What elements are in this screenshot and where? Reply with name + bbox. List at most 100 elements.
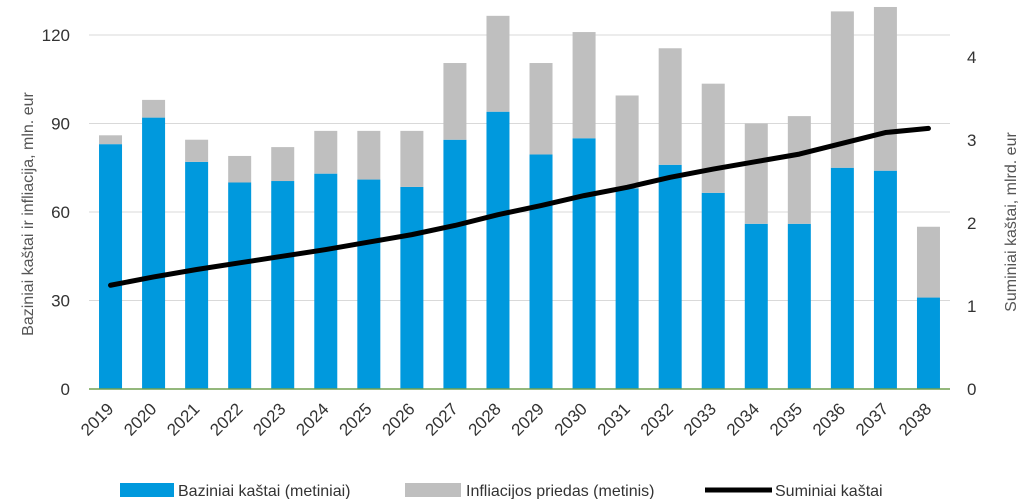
bar-inflation-premium [916, 226, 940, 298]
x-tick-label: 2032 [637, 399, 677, 439]
legend-label-total-costs: Suminiai kaštai [775, 483, 883, 499]
bar-inflation-premium [701, 83, 725, 193]
bar-inflation-premium [357, 130, 381, 180]
x-tick-label: 2019 [77, 399, 117, 439]
y-right-tick-label: 1 [967, 297, 976, 316]
bar-base-cost [916, 297, 940, 389]
x-tick-label: 2035 [766, 399, 806, 439]
line-point-total-costs [712, 168, 714, 170]
line-point-total-costs [626, 186, 628, 188]
x-tick-label: 2037 [852, 399, 892, 439]
bar-inflation-premium [744, 123, 768, 224]
bar-base-cost [830, 167, 854, 389]
y-left-tick-label: 90 [51, 115, 70, 134]
bar-inflation-premium [486, 15, 510, 112]
line-point-total-costs [153, 276, 155, 278]
bar-base-cost [142, 117, 166, 389]
y-left-tick-label: 0 [61, 380, 70, 399]
y-left-tick-label: 60 [51, 203, 70, 222]
line-point-total-costs [497, 214, 499, 216]
line-point-total-costs [368, 241, 370, 243]
y-left-tick-label: 30 [51, 292, 70, 311]
legend: Baziniai kaštai (metiniai) Infliacijos p… [120, 483, 883, 499]
bar-inflation-premium [99, 135, 123, 145]
bars [99, 6, 940, 389]
line-point-total-costs [239, 262, 241, 264]
legend-swatch-base-costs [120, 483, 174, 497]
y-right-axis-title: Suminiai kaštai, mlrd. eur [1003, 132, 1020, 312]
line-point-total-costs [110, 284, 112, 286]
x-tick-label: 2023 [249, 399, 289, 439]
bar-base-cost [271, 181, 295, 389]
bar-inflation-premium [529, 63, 553, 155]
bar-base-cost [486, 111, 510, 389]
x-tick-label: 2020 [120, 399, 160, 439]
bar-inflation-premium [572, 32, 596, 139]
bar-base-cost [228, 182, 252, 389]
bar-base-cost [357, 179, 381, 389]
x-tick-label: 2024 [292, 399, 332, 439]
bar-inflation-premium [142, 99, 166, 118]
bar-inflation-premium [443, 63, 467, 140]
bar-base-cost [572, 138, 596, 389]
bar-base-cost [787, 223, 811, 389]
y-right-tick-label: 0 [967, 380, 976, 399]
bar-inflation-premium [830, 11, 854, 168]
bar-base-cost [185, 161, 209, 389]
bar-inflation-premium [658, 48, 682, 165]
x-tick-label: 2022 [206, 399, 246, 439]
x-tick-label: 2036 [809, 399, 849, 439]
bar-base-cost [873, 170, 897, 389]
bar-inflation-premium [228, 155, 252, 183]
x-tick-label: 2021 [163, 399, 203, 439]
line-point-total-costs [884, 132, 886, 134]
bar-base-cost [443, 139, 467, 389]
line-point-total-costs [282, 255, 284, 257]
bar-inflation-premium [400, 130, 424, 187]
x-tick-label: 2027 [422, 399, 462, 439]
line-point-total-costs [325, 249, 327, 251]
y-left-tick-label: 120 [42, 26, 70, 45]
bar-base-cost [615, 188, 639, 389]
bar-base-cost [658, 164, 682, 389]
bar-base-cost [744, 223, 768, 389]
x-tick-label: 2028 [465, 399, 505, 439]
x-tick-label: 2025 [335, 399, 375, 439]
line-point-total-costs [411, 234, 413, 236]
x-tick-label: 2034 [723, 399, 763, 439]
gridlines [89, 34, 950, 301]
line-point-total-costs [755, 161, 757, 163]
y-left-axis-title: Baziniai kaštai ir infliacija, mln. eur [20, 92, 37, 336]
line-point-total-costs [798, 153, 800, 155]
bar-base-cost [314, 173, 338, 389]
line-point-total-costs [669, 176, 671, 178]
legend-label-inflation: Infliacijos priedas (metinis) [466, 483, 655, 499]
line-point-total-costs [583, 195, 585, 197]
y-right-tick-label: 3 [967, 131, 976, 150]
bar-base-cost [400, 186, 424, 389]
bar-base-cost [701, 192, 725, 389]
legend-label-base-costs: Baziniai kaštai (metiniai) [178, 483, 351, 499]
bar-inflation-premium [787, 116, 811, 224]
x-tick-label: 2030 [551, 399, 591, 439]
line-point-total-costs [454, 224, 456, 226]
bar-inflation-premium [873, 6, 897, 171]
line-point-total-costs [540, 205, 542, 207]
x-tick-label: 2038 [895, 399, 935, 439]
line-total-costs [108, 125, 931, 288]
y-right-tick-label: 2 [967, 214, 976, 233]
bar-base-cost [529, 154, 553, 389]
line-point-total-costs [196, 268, 198, 270]
legend-swatch-inflation [405, 483, 461, 497]
bar-inflation-premium [185, 139, 209, 162]
x-tick-label: 2031 [594, 399, 634, 439]
line-point-total-costs [927, 127, 929, 129]
x-tick-label: 2026 [379, 399, 419, 439]
bar-inflation-premium [271, 147, 295, 182]
line-point-total-costs [841, 142, 843, 144]
x-tick-label: 2033 [680, 399, 720, 439]
bar-inflation-premium [615, 95, 639, 189]
y-right-tick-label: 4 [967, 48, 976, 67]
x-tick-label: 2029 [508, 399, 548, 439]
